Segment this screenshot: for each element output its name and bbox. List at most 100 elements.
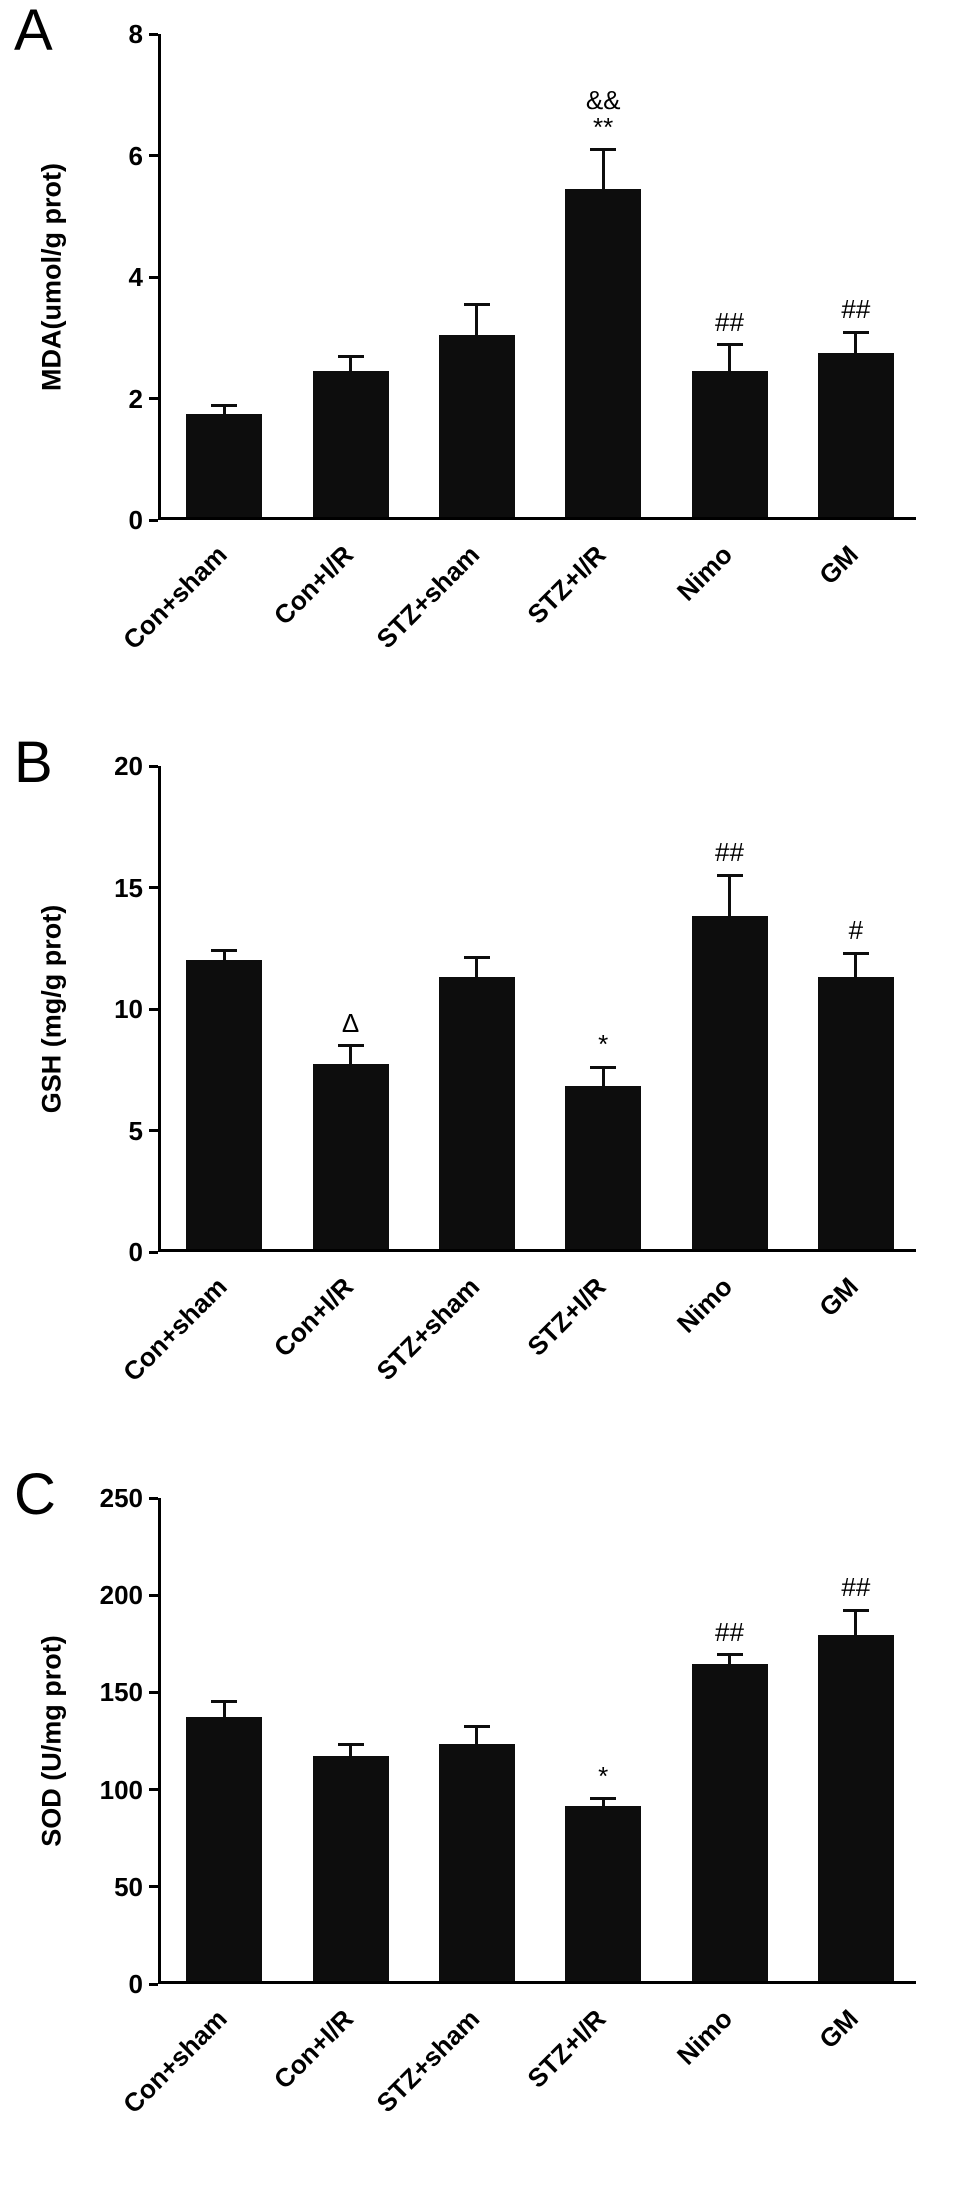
error-bar [222, 404, 226, 414]
x-axis-label: GM [813, 2003, 864, 2055]
error-bar [349, 1743, 352, 1756]
panel-label-c: C [14, 1462, 56, 1527]
y-axis-tick-label: 2 [128, 383, 143, 414]
error-bar-cap [337, 355, 364, 359]
y-axis-tick [149, 1496, 158, 1500]
error-bar-cap [716, 1653, 743, 1657]
panel-label-b: B [14, 730, 53, 795]
panel-label-a: A [14, 0, 53, 63]
y-axis-tick [149, 1788, 158, 1792]
significance-symbol: && [585, 84, 621, 115]
error-bar [475, 1726, 479, 1744]
y-axis-tick-label: 100 [99, 1774, 143, 1805]
plot-area-a: 0 2 4 6 8 Con+sham Con+I/R STZ+sham && ** STZ+I/R #… [116, 21, 916, 655]
y-axis-tick [149, 1885, 158, 1889]
error-bar [728, 1654, 731, 1665]
bar-stz-i-r [565, 188, 642, 517]
y-axis-title-c: SOD (U/mg prot) [36, 1635, 67, 1847]
significance-annotation: # [848, 915, 864, 946]
bar-stz-i-r [565, 1086, 642, 1249]
significance-annotation: * [598, 1029, 609, 1060]
error-bar-cap [211, 403, 238, 407]
error-bar [854, 952, 858, 977]
significance-annotation: ## [715, 839, 744, 867]
x-axis-label: GM [813, 539, 864, 591]
y-axis-tick [149, 154, 158, 157]
x-axis-label: STZ+sham [370, 1271, 485, 1387]
bar-gm [817, 352, 894, 517]
error-bar-cap [842, 951, 869, 955]
error-bar-cap [463, 303, 490, 307]
x-axis-label: Con+sham [116, 539, 233, 656]
significance-annotation: && ** [585, 84, 621, 143]
bar-con-i-r [312, 371, 389, 517]
error-bar [349, 356, 352, 372]
error-bar-cap [716, 342, 743, 346]
x-axis-label: Nimo [670, 2003, 738, 2071]
significance-symbol: ## [715, 306, 744, 337]
x-axis-label: STZ+I/R [521, 539, 612, 630]
y-axis-tick-label: 6 [128, 140, 143, 171]
y-axis-tick [149, 886, 158, 889]
error-bar-cap [842, 330, 869, 334]
error-bar [475, 957, 479, 977]
panel-b: B GSH (mg/g prot) 0 5 10 15 20 Con+sham Δ Con+I… [0, 732, 969, 1464]
significance-symbol: ## [841, 294, 871, 325]
x-axis-label: GM [813, 1271, 864, 1323]
significance-symbol: ## [841, 1572, 871, 1603]
y-axis-title-a: MDA(umol/g prot) [36, 163, 67, 391]
error-bar [854, 331, 858, 353]
bar-con-sham [186, 413, 263, 517]
bar-nimo [691, 916, 768, 1249]
y-axis-tick-label: 50 [114, 1871, 143, 1902]
significance-annotation: ## [841, 1572, 871, 1603]
bar-nimo [691, 1664, 768, 1981]
y-axis-tick [149, 1593, 158, 1597]
y-axis-tick [149, 397, 158, 400]
significance-symbol: # [848, 915, 864, 946]
x-axis-label: Con+I/R [267, 1271, 359, 1363]
error-bar-cap [463, 956, 490, 960]
y-axis-tick [149, 275, 158, 279]
bar-stz-sham [438, 334, 515, 517]
error-bar-cap [590, 148, 617, 152]
plot-area-b: 0 5 10 15 20 Con+sham Δ Con+I/R STZ+sham * STZ+I/R… [114, 753, 916, 1387]
x-axis-label: STZ+sham [370, 539, 485, 655]
error-bar-cap [211, 1700, 238, 1704]
bar-gm [817, 976, 894, 1249]
error-bar-cap [590, 1065, 617, 1069]
bar-con-i-r [312, 1064, 389, 1249]
y-axis-tick [149, 1250, 158, 1254]
bar-nimo [691, 371, 768, 517]
y-axis-title-b: GSH (mg/g prot) [36, 904, 67, 1114]
error-bar [222, 1701, 226, 1717]
bar-con-sham [186, 959, 263, 1249]
bar-stz-i-r [565, 1806, 642, 1981]
x-axis-label: Nimo [670, 539, 738, 607]
panel-a: A MDA(umol/g prot) 0 2 4 6 8 Con+sham Con+I/R S… [0, 0, 969, 732]
significance-symbol: * [598, 1029, 609, 1060]
bar-con-sham [186, 1716, 263, 1981]
x-axis-label: Nimo [670, 1271, 738, 1339]
y-axis-tick-label: 150 [99, 1677, 143, 1708]
y-axis-tick-label: 20 [114, 751, 143, 781]
significance-annotation: ## [841, 294, 871, 325]
y-axis-tick-label: 15 [114, 872, 143, 903]
error-bar [728, 343, 731, 372]
error-bar [728, 874, 731, 917]
y-axis-tick-label: 10 [114, 994, 143, 1024]
x-axis-label: STZ+I/R [521, 2003, 612, 2094]
significance-annotation: * [598, 1760, 609, 1791]
y-axis-tick [149, 1690, 158, 1694]
error-bar [601, 1798, 605, 1807]
error-bar-cap [211, 949, 238, 953]
significance-symbol: * [598, 1760, 609, 1791]
panel-c: C SOD (U/mg prot) 0 50 100 150 200 250 Con+sha… [0, 1464, 969, 2196]
bar-con-i-r [312, 1755, 389, 1981]
y-axis-tick-label: 8 [128, 19, 143, 49]
error-bar-cap [716, 873, 743, 877]
significance-symbol: ## [715, 1617, 744, 1648]
error-bar-cap [463, 1725, 490, 1729]
significance-symbol: ** [593, 112, 614, 143]
